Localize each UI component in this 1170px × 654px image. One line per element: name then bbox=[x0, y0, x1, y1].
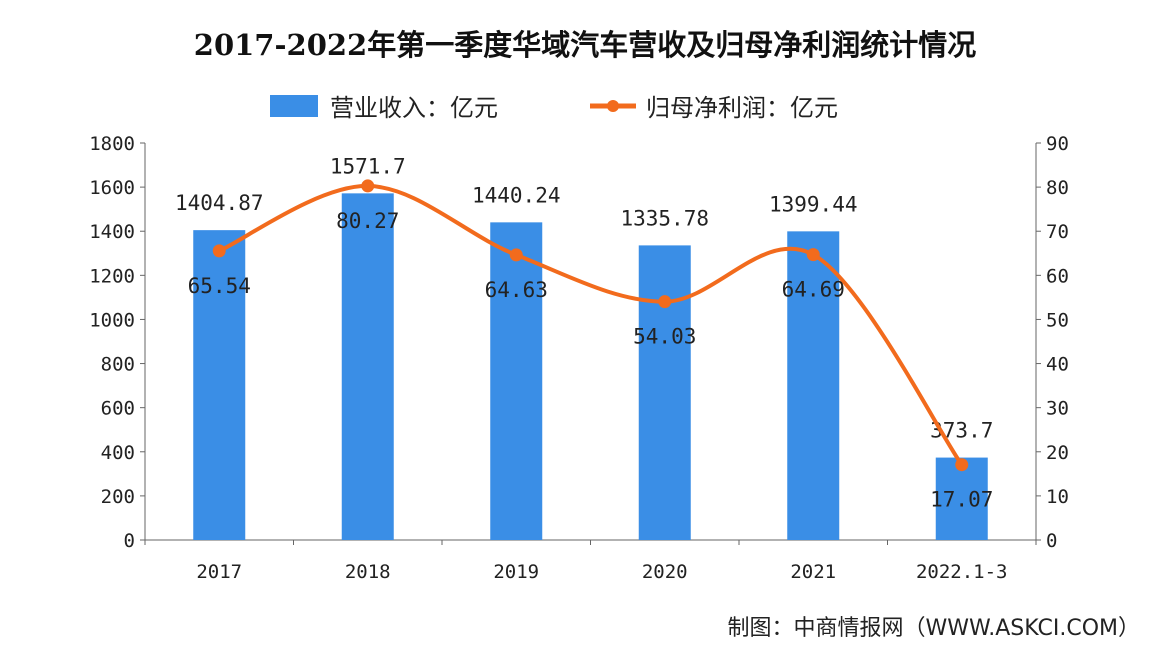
x-tick-label: 2019 bbox=[493, 561, 539, 583]
bar-data-label: 1335.78 bbox=[620, 206, 709, 230]
line-data-label: 54.03 bbox=[633, 325, 696, 349]
line-data-label: 80.27 bbox=[336, 209, 399, 233]
y-left-tick-label: 400 bbox=[101, 442, 135, 464]
bar-data-label: 1404.87 bbox=[175, 191, 264, 215]
y-left-tick-label: 600 bbox=[101, 398, 135, 420]
line-point-profit bbox=[658, 295, 672, 309]
legend-label-revenue: 营业收入：亿元 bbox=[330, 94, 498, 122]
legend-bar-swatch bbox=[270, 94, 318, 117]
line-point-profit bbox=[212, 244, 226, 258]
line-point-profit bbox=[955, 458, 969, 472]
legend-line-swatch bbox=[590, 99, 636, 112]
y-right-tick-label: 20 bbox=[1046, 442, 1069, 464]
y-right-tick-label: 70 bbox=[1046, 221, 1069, 243]
x-tick-label: 2020 bbox=[642, 561, 688, 583]
y-left-tick-label: 1000 bbox=[89, 309, 135, 331]
line-data-label: 17.07 bbox=[930, 488, 993, 512]
source-note: 制图：中商情报网（WWW.ASKCI.COM） bbox=[727, 616, 1140, 641]
bar-revenue bbox=[490, 222, 543, 541]
chart-title: 2017-2022年第一季度华域汽车营收及归母净利润统计情况 bbox=[193, 28, 977, 62]
bar-data-label: 1399.44 bbox=[769, 192, 858, 216]
x-tick-label: 2018 bbox=[345, 561, 391, 583]
legend: 营业收入：亿元 归母净利润：亿元 bbox=[270, 88, 928, 123]
x-tick-label: 2021 bbox=[790, 561, 836, 583]
line-point-profit bbox=[806, 248, 820, 262]
legend-item-profit: 归母净利润：亿元 bbox=[588, 88, 838, 123]
line-point-profit bbox=[509, 248, 523, 262]
legend-label-profit: 归母净利润：亿元 bbox=[646, 94, 838, 122]
line-data-label: 64.63 bbox=[485, 278, 548, 302]
line-point-profit bbox=[361, 179, 375, 193]
line-data-label: 64.69 bbox=[782, 278, 845, 302]
x-tick-label: 2017 bbox=[196, 561, 242, 583]
bar-revenue bbox=[193, 230, 246, 540]
line-data-label: 65.54 bbox=[188, 274, 251, 298]
y-right-tick-label: 0 bbox=[1046, 530, 1057, 552]
y-left-tick-label: 1400 bbox=[89, 221, 135, 243]
bar-revenue bbox=[935, 457, 988, 540]
y-left-tick-label: 200 bbox=[101, 486, 135, 508]
y-right-tick-label: 50 bbox=[1046, 309, 1069, 331]
y-left-tick-label: 1200 bbox=[89, 265, 135, 287]
y-right-tick-label: 80 bbox=[1046, 177, 1069, 199]
y-left-tick-label: 0 bbox=[124, 530, 135, 552]
legend-item-revenue: 营业收入：亿元 bbox=[270, 88, 498, 123]
y-right-tick-label: 30 bbox=[1046, 398, 1069, 420]
y-right-tick-label: 40 bbox=[1046, 354, 1069, 376]
x-tick-label: 2022.1-3 bbox=[916, 561, 1008, 583]
bar-revenue bbox=[638, 245, 691, 541]
bar-revenue bbox=[341, 193, 394, 540]
bar-data-label: 1571.7 bbox=[330, 154, 406, 178]
y-left-tick-label: 800 bbox=[101, 354, 135, 376]
y-right-tick-label: 10 bbox=[1046, 486, 1069, 508]
y-right-tick-label: 90 bbox=[1046, 133, 1069, 155]
y-left-tick-label: 1600 bbox=[89, 177, 135, 199]
line-profit bbox=[218, 183, 964, 466]
bar-revenue bbox=[787, 231, 840, 540]
bar-data-label: 1440.24 bbox=[472, 183, 561, 207]
y-right-tick-label: 60 bbox=[1046, 265, 1069, 287]
y-left-tick-label: 1800 bbox=[89, 133, 135, 155]
